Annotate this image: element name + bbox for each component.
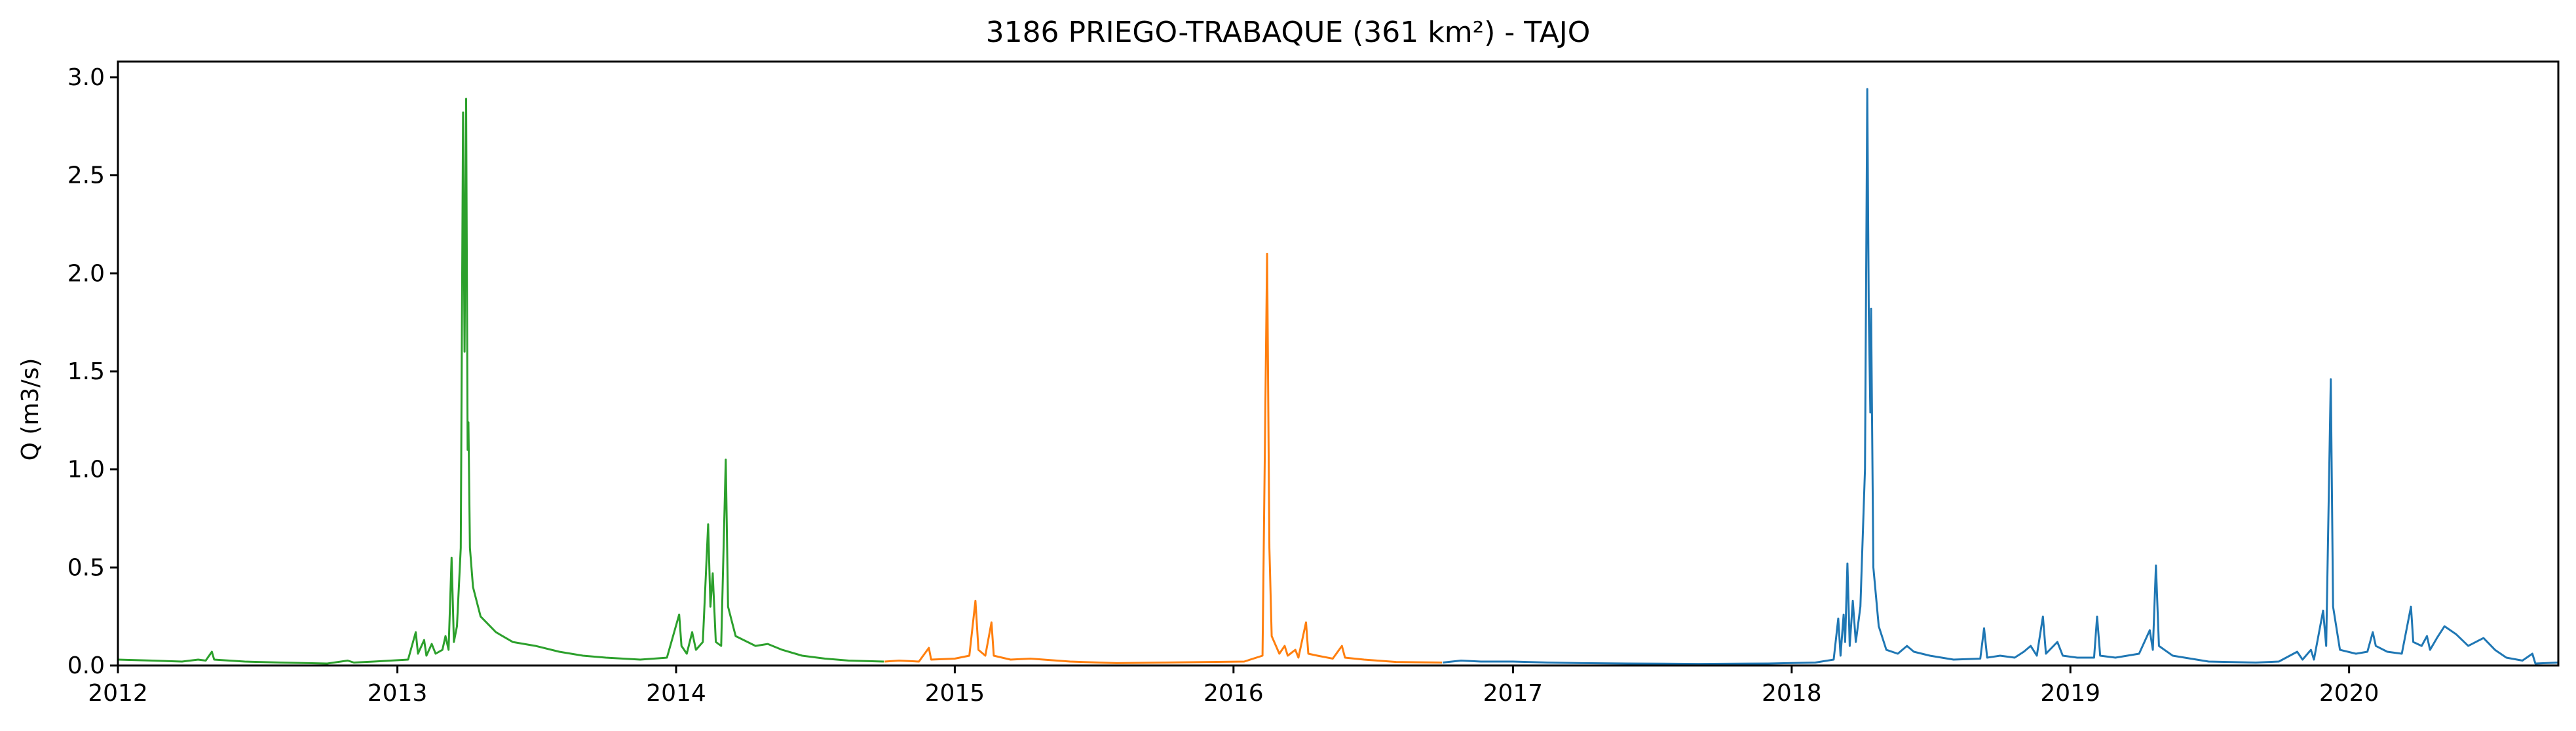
y-tick-label: 2.0: [67, 260, 105, 287]
x-tick-label: 2014: [646, 680, 706, 707]
series-line-2: [884, 252, 1443, 664]
chart-title: 3186 PRIEGO-TRABAQUE (361 km²) - TAJO: [986, 16, 1591, 49]
y-tick-label: 1.0: [67, 457, 105, 483]
x-tick-label: 2016: [1203, 680, 1264, 707]
y-tick-label: 0.0: [67, 652, 105, 679]
x-axis-ticks: 2012 2013 2014 2015 2016 2017 2018 2019 2020: [88, 665, 2379, 707]
x-tick-label: 2019: [2040, 680, 2100, 707]
series-layer: [117, 88, 2559, 665]
x-tick-label: 2012: [88, 680, 148, 707]
y-axis-label: Q (m3/s): [17, 358, 44, 461]
series-line-3: [1443, 88, 2559, 665]
x-tick-label: 2018: [1762, 680, 1822, 707]
y-tick-label: 2.5: [67, 162, 105, 189]
y-tick-label: 1.5: [67, 358, 105, 385]
x-tick-label: 2015: [925, 680, 985, 707]
series-line-1: [117, 98, 884, 665]
plot-frame: [117, 60, 2560, 667]
y-tick-label: 3.0: [67, 64, 105, 91]
x-tick-label: 2017: [1483, 680, 1544, 707]
x-tick-label: 2013: [368, 680, 428, 707]
y-axis-ticks: 0.0 0.5 1.0 1.5 2.0 2.5 3.0: [67, 64, 118, 679]
x-tick-label: 2020: [2319, 680, 2379, 707]
y-tick-label: 0.5: [67, 554, 105, 581]
